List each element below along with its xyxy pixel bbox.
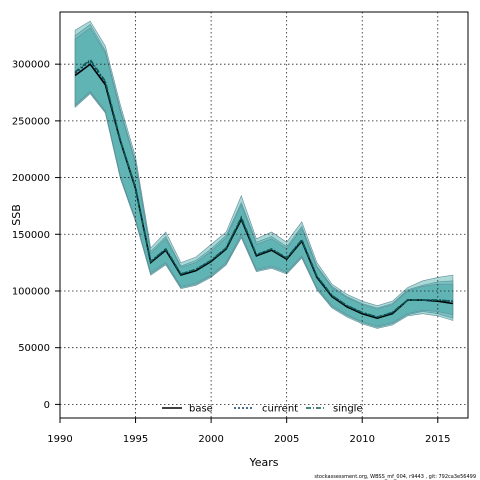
x-tick-label: 1995 [123,434,148,445]
y-axis-title: SSB [10,204,23,226]
line-current [74,59,453,318]
legend-label-current: current [262,404,298,415]
x-tick-label: 1990 [47,434,72,445]
band-single [74,27,454,327]
x-tick-label: 2005 [274,434,299,445]
y-tick-label: 100000 [12,286,50,297]
band-current [74,20,454,329]
y-tick-label: 200000 [12,173,50,184]
confidence-bands [74,20,454,329]
footer-text: stockassessment.org, WBSS_mf_004, r9443 … [314,474,476,480]
x-tick-label: 2010 [349,434,374,445]
y-tick-label: 50000 [18,343,50,354]
line-single [74,58,453,318]
legend-label-single: single [333,404,363,415]
legend: base current single [162,404,363,415]
x-axis-ticks: 1990 1995 2000 2005 2010 2015 [47,418,451,445]
y-tick-label: 150000 [12,230,50,241]
legend-label-base: base [189,404,213,415]
plot-frame [59,11,469,419]
y-axis-ticks: 0 50000 100000 150000 200000 250000 300000 [12,60,60,411]
y-tick-label: 0 [44,400,50,411]
series-lines [74,58,454,320]
y-tick-label: 300000 [12,60,50,71]
y-tick-label: 250000 [12,116,50,127]
grid-lines [59,12,468,418]
x-tick-label: 2015 [425,434,450,445]
x-axis-title: Years [248,456,278,469]
x-tick-label: 2000 [198,434,223,445]
